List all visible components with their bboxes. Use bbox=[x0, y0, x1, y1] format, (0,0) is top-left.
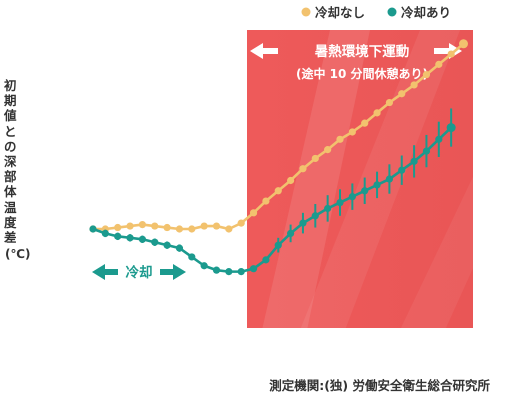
data-point bbox=[398, 90, 406, 98]
data-point bbox=[151, 238, 159, 246]
arrow-left-icon bbox=[92, 264, 118, 280]
data-point bbox=[175, 225, 184, 233]
heat-region-stripe bbox=[400, 176, 473, 328]
data-point bbox=[188, 225, 196, 233]
data-point bbox=[237, 219, 245, 227]
data-point bbox=[287, 229, 295, 238]
data-point bbox=[114, 223, 122, 232]
series-cooling bbox=[89, 108, 456, 276]
data-point bbox=[138, 235, 146, 243]
data-point bbox=[114, 232, 122, 240]
legend-label-no-cooling: 冷却なし bbox=[315, 5, 365, 20]
data-point bbox=[126, 234, 134, 242]
data-point bbox=[138, 220, 146, 229]
data-point bbox=[336, 135, 344, 143]
legend-marker-no-cooling bbox=[301, 7, 311, 17]
data-point bbox=[446, 123, 456, 133]
data-point bbox=[336, 198, 344, 207]
data-point bbox=[262, 256, 270, 264]
data-point bbox=[410, 81, 418, 89]
data-point bbox=[361, 119, 369, 127]
data-point bbox=[348, 128, 356, 136]
data-point bbox=[373, 181, 381, 189]
data-point bbox=[361, 187, 369, 195]
data-point bbox=[237, 268, 245, 276]
y-axis-label: 初期値との深部体温度差 bbox=[4, 78, 17, 246]
data-point bbox=[262, 197, 270, 205]
data-point bbox=[324, 204, 332, 213]
data-point bbox=[324, 146, 332, 154]
data-point bbox=[212, 266, 221, 274]
heat-phase-label: 暑熱環境下運動 (途中 10 分間休憩あり) bbox=[250, 43, 462, 81]
data-point bbox=[311, 154, 319, 163]
source-note: 測定機関:(独) 労働安全衛生総合研究所 bbox=[269, 378, 490, 393]
data-point bbox=[422, 147, 431, 155]
data-point bbox=[459, 39, 468, 49]
data-point bbox=[225, 225, 233, 233]
heat-region-stripe bbox=[300, 30, 460, 328]
data-point bbox=[175, 244, 184, 252]
data-point bbox=[126, 222, 134, 230]
heat-region-stripes bbox=[262, 30, 473, 328]
data-point bbox=[348, 193, 356, 201]
arrow-right-icon bbox=[434, 43, 462, 59]
cooling-phase-title: 冷却 bbox=[126, 264, 153, 281]
heat-exercise-region bbox=[247, 30, 473, 328]
legend-label-cooling: 冷却あり bbox=[401, 5, 451, 20]
data-point bbox=[435, 60, 443, 68]
data-point bbox=[385, 175, 393, 183]
data-point bbox=[225, 268, 233, 276]
data-point bbox=[385, 98, 393, 107]
data-point bbox=[311, 212, 319, 220]
data-point bbox=[274, 241, 282, 249]
data-point bbox=[89, 225, 97, 233]
series-layer bbox=[89, 39, 468, 276]
y-axis-unit: (℃) bbox=[5, 247, 31, 261]
heat-phase-title: 暑熱環境下運動 bbox=[315, 43, 410, 60]
data-point bbox=[212, 222, 221, 230]
data-point bbox=[274, 187, 282, 195]
cooling-phase-label: 冷却 bbox=[92, 264, 186, 281]
data-point bbox=[422, 71, 431, 79]
data-point bbox=[249, 209, 258, 217]
data-point bbox=[373, 109, 381, 117]
data-point bbox=[163, 241, 171, 249]
data-point bbox=[299, 219, 307, 227]
arrow-left-icon bbox=[250, 43, 278, 59]
data-point bbox=[200, 262, 208, 270]
legend-marker-cooling bbox=[387, 7, 397, 17]
data-point bbox=[200, 222, 208, 230]
arrow-right-icon bbox=[160, 264, 186, 280]
heat-region-stripe bbox=[262, 30, 370, 328]
data-point bbox=[447, 50, 455, 58]
data-point bbox=[287, 176, 295, 185]
data-point bbox=[435, 135, 443, 143]
data-point bbox=[101, 229, 109, 238]
data-point bbox=[163, 223, 171, 232]
data-point bbox=[151, 222, 159, 230]
data-point bbox=[398, 166, 406, 174]
data-point bbox=[188, 253, 196, 261]
data-point bbox=[299, 165, 307, 173]
data-point bbox=[249, 265, 258, 273]
legend: 冷却なし 冷却あり bbox=[301, 5, 451, 20]
data-point bbox=[410, 157, 418, 165]
heat-phase-subtitle: (途中 10 分間休憩あり) bbox=[296, 66, 428, 81]
